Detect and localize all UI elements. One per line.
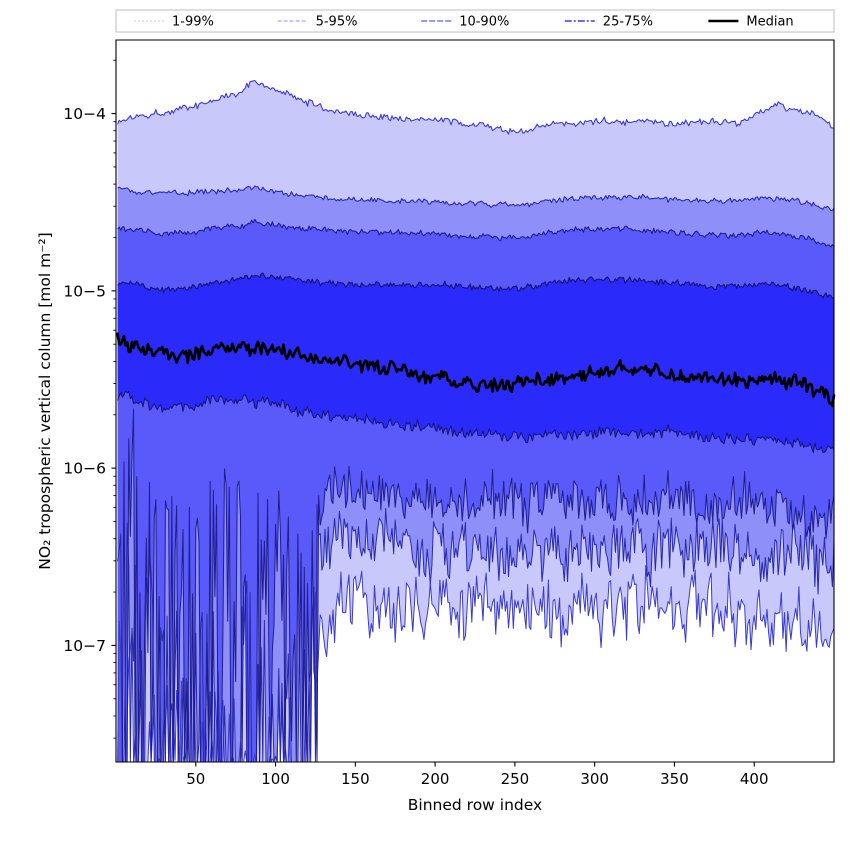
band-edge-p25 [117, 390, 835, 454]
band-edge-p99 [117, 80, 835, 135]
band-edge-p10 [117, 408, 835, 763]
axis-tick-labels: 50 100 150 200 250 300 350 400 10−4 10−5 10−6 10−7 [63, 105, 768, 788]
band-edge-p75 [117, 272, 835, 299]
y-tick-label-0: 10−4 [63, 105, 106, 123]
x-tick-label-50: 50 [186, 770, 205, 788]
x-tick-label-350: 350 [660, 770, 689, 788]
x-tick-label-400: 400 [740, 770, 769, 788]
median-series-line [116, 332, 836, 408]
x-tick-label-250: 250 [501, 770, 530, 788]
axis-ticks [111, 59, 755, 767]
x-tick-label-200: 200 [421, 770, 450, 788]
x-tick-label-150: 150 [341, 770, 370, 788]
chart-legend: 1-99% 5-95% 10-90% 25-75% Median [115, 9, 835, 33]
axis-titles: Binned row index NO₂ tropospheric vertica… [36, 232, 542, 814]
legend-label-5-95: 5-95% [316, 15, 358, 30]
legend-label-25-75: 25-75% [603, 15, 653, 30]
x-axis-title: Binned row index [408, 796, 542, 814]
legend-frame [115, 9, 835, 33]
x-tick-label-300: 300 [580, 770, 609, 788]
legend-label-Median: Median [746, 15, 793, 30]
y-tick-label-3: 10−7 [63, 637, 106, 655]
legend-label-10-90: 10-90% [459, 15, 509, 30]
band-edge-p90 [117, 218, 835, 248]
band-edge-p95 [117, 185, 835, 212]
band-fills [117, 80, 835, 763]
median-line [116, 332, 836, 408]
y-tick-label-1: 10−5 [63, 282, 106, 300]
x-tick-label-100: 100 [261, 770, 290, 788]
band-edges [117, 80, 835, 763]
y-axis-title: NO₂ tropospheric vertical column [mol m⁻… [36, 232, 54, 569]
legend-label-1-99: 1-99% [172, 15, 214, 30]
y-tick-label-2: 10−6 [63, 460, 106, 478]
